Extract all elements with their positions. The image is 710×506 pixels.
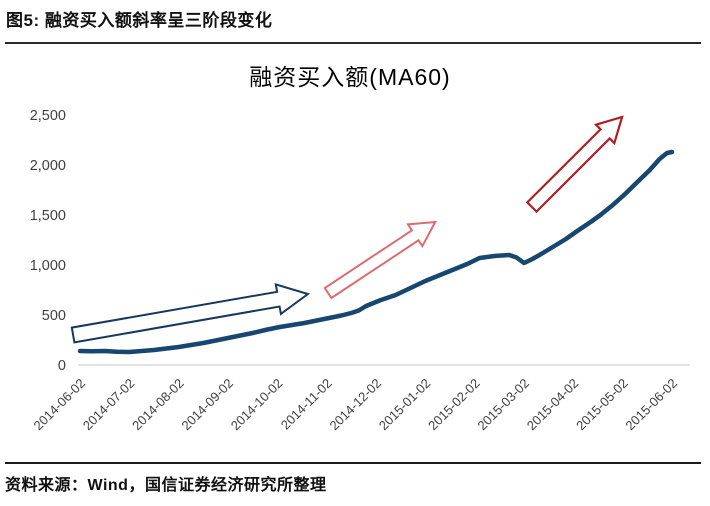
y-tick-label: 500: [42, 308, 66, 324]
y-tick-label: 2,000: [30, 158, 66, 174]
stage-1-arrow: [70, 282, 311, 344]
source-note: 资料来源：Wind，国信证券经济研究所整理: [5, 477, 327, 494]
top-divider: [5, 42, 701, 44]
x-tick-label: 2015-04-02: [524, 376, 582, 434]
chart-canvas: 0 500 1,000 1,500 2,000 2,500 2014-06-02 2014-0…: [0, 100, 710, 460]
figure-caption: 图5: 融资买入额斜率呈三阶段变化: [6, 11, 273, 30]
y-tick-label: 1,000: [30, 258, 66, 274]
x-tick-label: 2014-09-02: [178, 376, 236, 434]
x-tick-label: 2015-01-02: [376, 376, 434, 434]
x-tick-label: 2014-07-02: [80, 376, 138, 434]
data-series-line: [77, 149, 675, 355]
x-tick-label: 2014-10-02: [228, 376, 286, 434]
line-chart-svg: 05001,0001,5002,0002,5002014-06-022014-0…: [30, 108, 690, 434]
stage-2-arrow: [323, 220, 437, 300]
y-tick-label: 1,500: [30, 208, 66, 224]
x-tick-label: 2014-11-02: [278, 376, 335, 433]
x-tick-label: 2014-06-02: [30, 376, 88, 434]
x-tick-label: 2014-08-02: [129, 376, 187, 434]
y-tick-label: 2,500: [30, 108, 66, 124]
x-tick-label: 2014-12-02: [326, 376, 384, 434]
stage-3-arrow: [525, 115, 624, 214]
x-tick-label: 2015-05-02: [573, 376, 631, 434]
y-tick-label: 0: [58, 358, 66, 374]
chart-title: 融资买入额(MA60): [249, 64, 451, 90]
bottom-divider: [5, 462, 701, 464]
x-tick-label: 2015-06-02: [622, 376, 680, 434]
x-tick-label: 2015-02-02: [425, 376, 483, 434]
x-tick-label: 2015-03-02: [474, 376, 532, 434]
